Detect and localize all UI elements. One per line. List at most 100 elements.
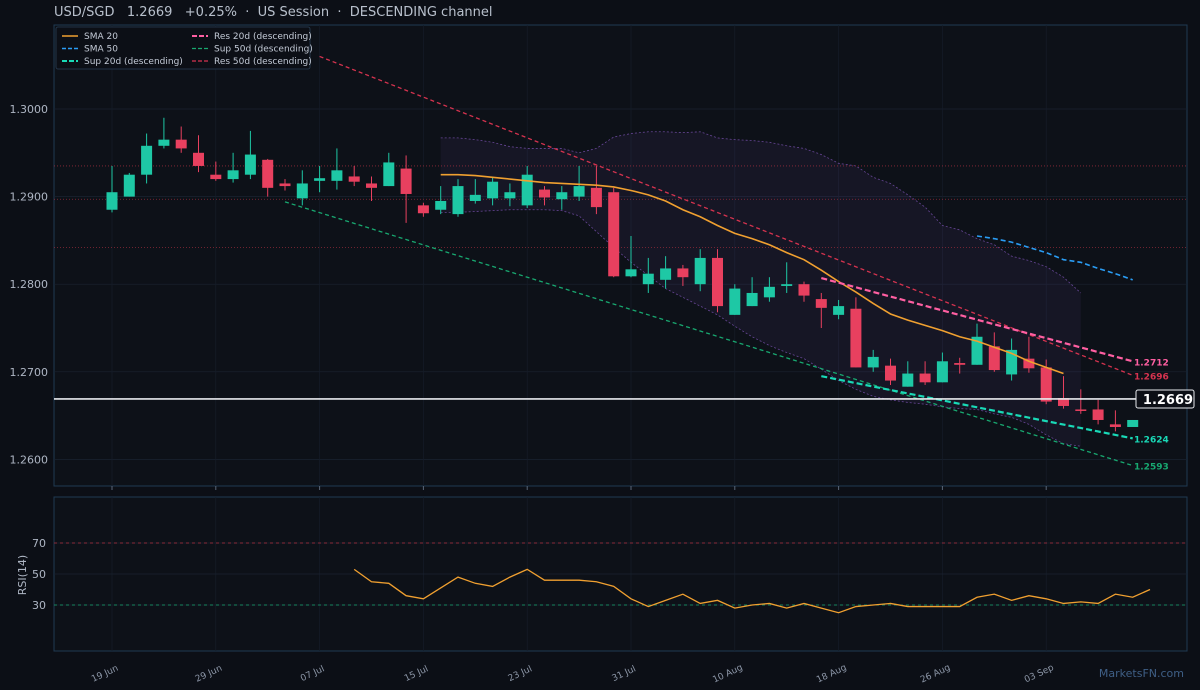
candle-body [729,288,741,315]
legend-label: SMA 50 [84,45,118,55]
rsi-y-tick-label: 70 [32,537,46,550]
x-tick-label: 31 Jul [611,664,638,684]
rsi-y-tick-label: 30 [32,599,46,612]
sma20-line [440,173,1064,375]
candle-body [885,365,896,381]
candle-body [193,152,204,166]
level-label: 1.2593 [1134,463,1169,473]
candle-body [279,183,291,187]
rsi-line [353,568,1151,614]
level-label: 1.2624 [1134,435,1169,445]
legend: SMA 20 Res 20d (descending) SMA 50 Sup 50d … [55,26,313,70]
candle-body [1040,367,1052,402]
candle-body [971,336,983,365]
rsi-series [54,542,1187,614]
candle-body [902,373,914,387]
candle-body [487,181,499,199]
candle-body [1092,409,1104,420]
candle-body [833,306,845,315]
x-tick-label: 26 Aug [919,663,952,686]
candle-body [781,284,793,286]
sma50-line [976,235,1133,281]
x-tick-label: 23 Jul [507,664,534,684]
candle-body [469,194,481,201]
y-tick-label: 1.2600 [10,453,49,466]
candle-body [1023,358,1035,369]
y-tick-label: 1.2700 [10,366,49,379]
candle-body [798,284,810,296]
candle-body [1006,349,1018,375]
candle-body [210,174,222,180]
candle-body [244,154,256,175]
x-tick-label: 10 Aug [711,663,744,686]
candle-body [296,183,308,199]
x-tick-label: 03 Sep [1023,663,1056,685]
candle-body [1127,419,1139,427]
trendline-sup20 [821,375,1133,440]
bollinger-bands [440,131,1082,447]
price-panel [53,24,1188,487]
candle-body [366,183,377,188]
candle-body [348,176,360,182]
y-tick-label: 1.3000 [10,103,49,116]
candle-body [867,356,879,368]
x-tick-label: 29 Jun [194,664,224,685]
candle-body [175,139,187,149]
x-tick-label: 19 Jun [90,664,120,685]
candle-body [1058,398,1069,406]
chart-title: USD/SGD 1.2669 +0.25% · US Session · DES… [54,5,493,20]
current-price-line: 1.2669 [54,389,1195,409]
candle-body [452,186,464,215]
candle-body [417,205,429,214]
legend-label: Res 20d (descending) [214,32,312,42]
candle-body [556,192,568,200]
x-tick-label: 07 Jul [299,664,326,684]
trendline-sup50 [284,201,1133,467]
y-tick-label: 1.2800 [10,278,49,291]
rsi-axis-label: RSI(14) [16,555,29,595]
y-tick-label: 1.2900 [10,191,49,204]
trendline-res50 [319,55,1133,376]
candle-body [1109,424,1121,427]
candle-body [158,139,170,146]
candle-body [331,170,343,181]
candle-body [106,192,118,210]
legend-label: SMA 20 [84,32,118,42]
candle-body [642,273,654,285]
candle-body [712,257,723,307]
bollinger-fill [440,131,1081,447]
legend-frame [55,26,311,70]
candle-body [1075,409,1087,411]
legend-label: Sup 50d (descending) [214,45,313,55]
candle-body [123,174,135,197]
rsi-y-tick-label: 50 [32,568,46,581]
legend-label: Sup 20d (descending) [84,57,183,67]
watermark: MarketsFN.com [1098,667,1184,680]
candle-body [694,257,706,285]
candle-body [936,361,948,383]
candle-body [850,308,862,368]
candle-body [815,299,827,308]
candle-body [521,174,533,206]
candle-body [539,189,550,198]
candle-body [608,192,620,277]
candle-body [677,268,689,278]
level-label: 1.2696 [1134,372,1169,382]
candle-body [573,186,585,197]
candle-body [383,162,395,187]
candle-body [988,346,1000,371]
candle-body [227,170,239,180]
candle-body [954,363,966,365]
current-price-badge [1135,389,1195,409]
bollinger-lower [440,209,1081,447]
candle-body [763,286,775,298]
legend-label: Res 50d (descending) [214,57,312,67]
legend-box: SMA 20 Res 20d (descending) SMA 50 Sup 50d … [55,26,313,70]
candle-body [746,292,758,307]
candle-body [504,192,516,199]
candle-body [141,145,153,175]
x-tick-label: 15 Jul [403,664,430,684]
x-tick-label: 18 Aug [815,663,848,686]
candle-body [625,269,637,277]
